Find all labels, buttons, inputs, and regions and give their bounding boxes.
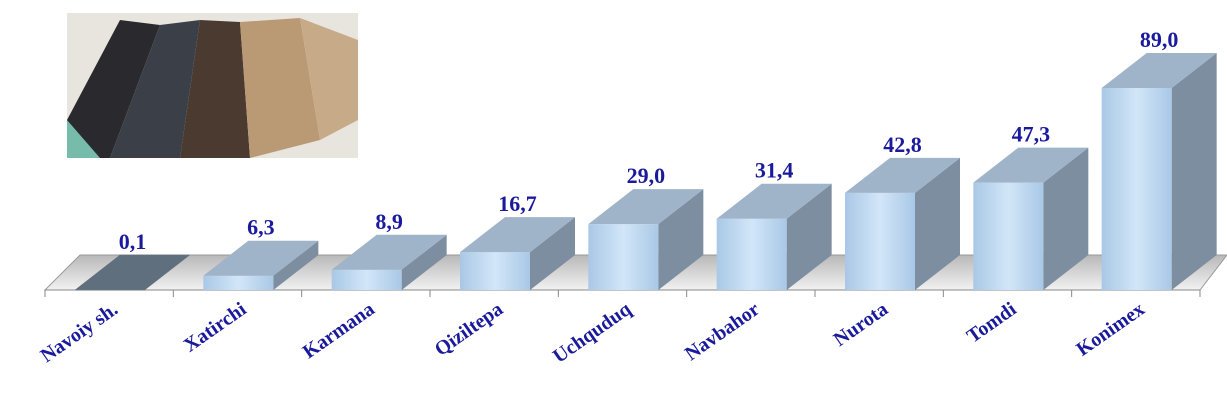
bar-front xyxy=(973,182,1044,290)
fur-photo xyxy=(67,13,358,158)
x-tick-label: Xatirchi xyxy=(180,298,251,357)
bar xyxy=(716,183,832,290)
bar-side xyxy=(915,157,960,290)
bar-top xyxy=(845,157,960,193)
bar-top xyxy=(460,217,575,253)
x-tick-label: Konimex xyxy=(1072,298,1148,361)
bar-top xyxy=(716,183,832,219)
bar-front xyxy=(75,289,145,291)
bar xyxy=(203,240,319,290)
bar-side xyxy=(1043,147,1089,290)
bar-front xyxy=(203,275,274,290)
bar xyxy=(75,254,190,291)
bar-side xyxy=(658,189,704,290)
bar-side xyxy=(401,234,447,290)
bar xyxy=(588,189,704,290)
bar-top xyxy=(203,240,319,276)
value-label: 42,8 xyxy=(883,132,922,157)
bar-side xyxy=(145,254,190,290)
bar-top xyxy=(331,234,447,270)
bar-side xyxy=(1171,53,1217,290)
value-label: 0,1 xyxy=(119,229,147,254)
bar-side xyxy=(530,217,575,290)
bar xyxy=(460,217,575,290)
bar-top xyxy=(588,189,704,225)
bar xyxy=(845,157,960,290)
x-tick-label: Nurota xyxy=(830,298,892,351)
bar-front xyxy=(845,192,915,290)
value-label: 31,4 xyxy=(755,158,794,183)
x-tick-label: Tomdi xyxy=(963,298,1021,348)
value-label: 29,0 xyxy=(627,163,666,188)
value-label: 89,0 xyxy=(1140,27,1179,52)
bar-front xyxy=(588,224,659,290)
bar-front xyxy=(460,252,530,290)
x-tick-label: Uchquduq xyxy=(549,298,635,368)
bar-front xyxy=(1101,88,1172,290)
x-tick-label: Qiziltepa xyxy=(431,298,507,361)
x-tick-label: Navoiy sh. xyxy=(37,298,122,367)
x-tick-label: Navbahor xyxy=(681,298,764,365)
value-label: 16,7 xyxy=(498,191,537,216)
bar-top xyxy=(1101,53,1217,88)
value-label: 6,3 xyxy=(247,215,275,240)
bar xyxy=(331,234,447,290)
bar xyxy=(1101,53,1217,290)
bar-top xyxy=(973,147,1089,183)
bar-side xyxy=(786,183,832,290)
bar-front xyxy=(716,218,787,290)
bar-side xyxy=(273,240,319,290)
value-label: 8,9 xyxy=(375,209,403,234)
bar-front xyxy=(331,269,402,290)
x-tick-label: Karmana xyxy=(299,298,379,363)
bar xyxy=(973,147,1089,290)
value-label: 47,3 xyxy=(1012,122,1051,147)
bar-top xyxy=(75,254,190,290)
